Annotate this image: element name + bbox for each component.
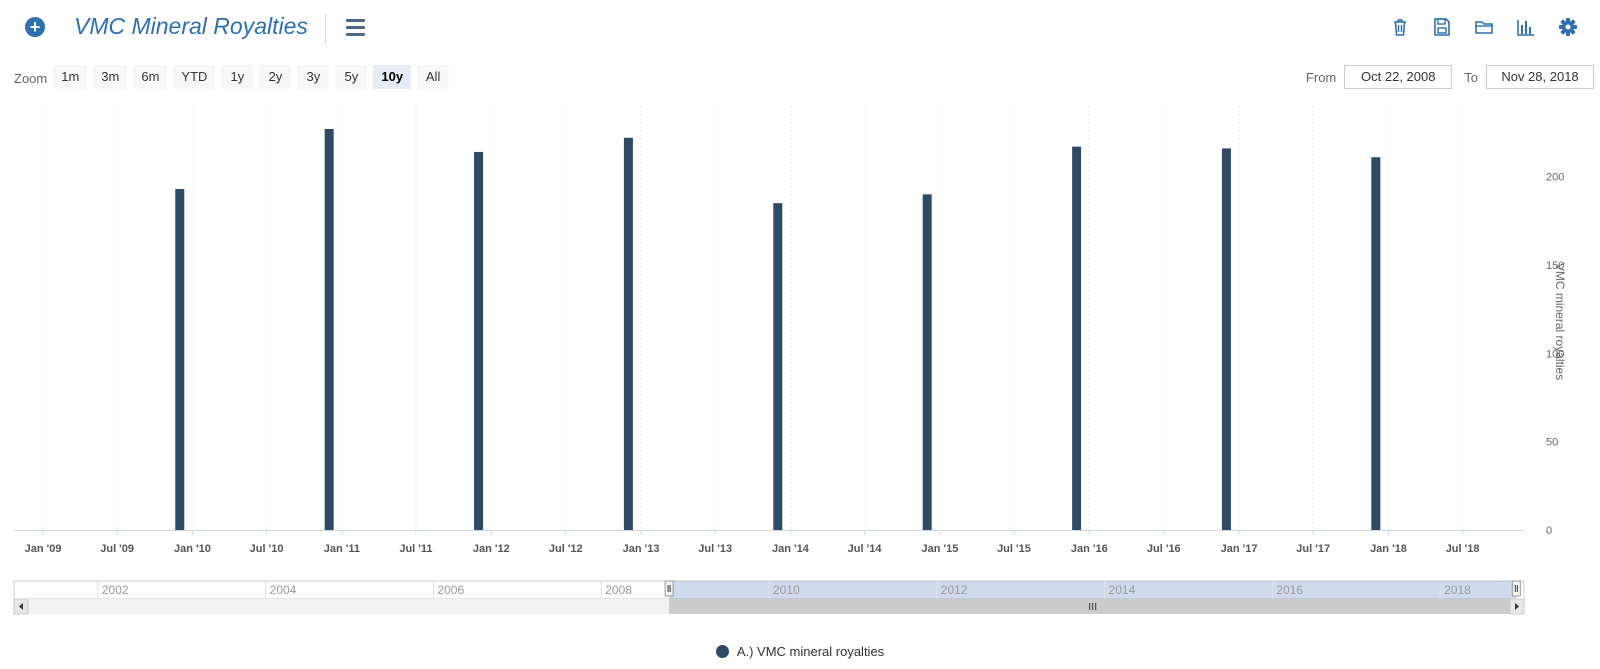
zoom-3m-button[interactable]: 3m: [93, 65, 128, 89]
zoom-controls: Zoom 1m 3m 6m YTD 1y 2y 3y 5y 10y All: [14, 65, 455, 89]
bar: [175, 189, 185, 530]
bar: [773, 203, 783, 530]
navigator-year-label: 2008: [605, 583, 632, 597]
bar: [623, 137, 633, 531]
x-tick-label: Jan '10: [174, 543, 211, 555]
to-label: To: [1464, 69, 1478, 85]
x-tick-label: Jul '16: [1147, 543, 1181, 555]
y-tick-label: 150: [1546, 260, 1564, 272]
x-tick-label: Jul '18: [1446, 543, 1480, 555]
y-axis-title: VMC mineral royalties: [1553, 263, 1567, 380]
zoom-5y-button[interactable]: 5y: [335, 65, 368, 89]
y-tick-label: 100: [1546, 348, 1564, 360]
x-tick-label: Jan '16: [1071, 543, 1108, 555]
x-tick-label: Jul '12: [549, 543, 583, 555]
x-tick-label: Jul '11: [399, 543, 432, 555]
chart-type-button[interactable]: [1516, 16, 1536, 38]
trash-icon: [1394, 19, 1406, 36]
save-button[interactable]: [1432, 16, 1452, 38]
x-tick-label: Jan '18: [1370, 543, 1407, 555]
x-tick-label: Jan '14: [772, 543, 810, 555]
hamburger-menu-button[interactable]: [346, 19, 365, 36]
navigator-year-label: 2014: [1109, 583, 1136, 597]
menu-line: [346, 19, 365, 22]
arrow-left-icon: [19, 603, 23, 610]
arrow-right-icon: [1515, 603, 1519, 610]
navigator-year-label: 2018: [1444, 583, 1471, 597]
bar-chart: Jan '09 Jul '09 Jan '10 Jul '10 Jan '11 Jul '…: [13, 106, 1567, 615]
navigator-year-label: 2004: [270, 583, 297, 597]
zoom-label: Zoom: [14, 70, 48, 86]
x-tick-label: Jan '15: [921, 543, 958, 555]
delete-button[interactable]: [1390, 16, 1410, 38]
navigator-year-label: 2002: [102, 583, 129, 597]
y-tick-label: 0: [1546, 525, 1552, 537]
menu-line: [346, 33, 365, 36]
bar-chart-icon: [1517, 20, 1534, 36]
date-range-selector: From Oct 22, 2008 To Nov 28, 2018: [1294, 65, 1594, 89]
gear-icon: [1559, 18, 1577, 36]
bar: [1371, 157, 1381, 530]
save-icon: [1434, 18, 1450, 36]
y-tick-label: 200: [1546, 172, 1564, 184]
zoom-1y-button[interactable]: 1y: [221, 65, 254, 89]
navigator-year-label: 2010: [773, 583, 800, 597]
open-button[interactable]: [1474, 16, 1494, 38]
zoom-all-button[interactable]: All: [417, 65, 450, 89]
bar: [1221, 148, 1231, 530]
x-tick-label: Jul '10: [250, 543, 284, 555]
zoom-1m-button[interactable]: 1m: [53, 65, 88, 89]
zoom-3y-button[interactable]: 3y: [297, 65, 330, 89]
title-divider: [325, 14, 326, 44]
page-title: VMC Mineral Royalties: [74, 13, 308, 39]
navigator-handle[interactable]: [664, 580, 674, 597]
navigator-year-label: 2012: [941, 583, 968, 597]
navigator-year-label: 2006: [437, 583, 464, 597]
bar: [1072, 146, 1082, 530]
x-tick-label: Jan '09: [25, 543, 62, 555]
bar: [474, 151, 484, 530]
navigator-year-label: 2016: [1276, 583, 1303, 597]
plus-circle-icon: +: [29, 17, 41, 37]
x-tick-label: Jan '13: [623, 543, 660, 555]
zoom-ytd-button[interactable]: YTD: [173, 65, 216, 89]
x-tick-label: Jul '15: [997, 543, 1031, 555]
x-tick-label: Jul '13: [698, 543, 732, 555]
legend[interactable]: A.) VMC mineral royalties: [0, 644, 1600, 659]
x-tick-label: Jul '09: [100, 543, 134, 555]
from-label: From: [1305, 69, 1337, 85]
settings-button[interactable]: [1558, 16, 1578, 38]
header: + VMC Mineral Royalties: [0, 0, 1600, 56]
bar: [324, 128, 334, 530]
bar: [922, 194, 932, 530]
toolbar: [1390, 16, 1578, 38]
x-tick-label: Jul '14: [848, 543, 883, 555]
zoom-10y-button[interactable]: 10y: [373, 65, 412, 89]
navigator-selection: [669, 581, 1517, 599]
menu-line: [346, 26, 365, 29]
x-tick-label: Jan '12: [473, 543, 510, 555]
add-series-button[interactable]: +: [25, 17, 45, 37]
x-tick-label: Jan '17: [1221, 543, 1258, 555]
y-tick-label: 50: [1546, 437, 1558, 449]
legend-marker: [715, 645, 729, 658]
zoom-6m-button[interactable]: 6m: [133, 65, 168, 89]
from-date-input[interactable]: Oct 22, 2008: [1344, 65, 1453, 89]
zoom-2y-button[interactable]: 2y: [259, 65, 292, 89]
to-date-input[interactable]: Nov 28, 2018: [1486, 65, 1594, 89]
navigator-handle[interactable]: [1511, 580, 1521, 597]
x-tick-label: Jan '11: [324, 543, 360, 555]
x-tick-label: Jul '17: [1296, 543, 1330, 555]
folder-open-icon: [1475, 21, 1493, 34]
legend-series-name: A.) VMC mineral royalties: [736, 644, 885, 659]
